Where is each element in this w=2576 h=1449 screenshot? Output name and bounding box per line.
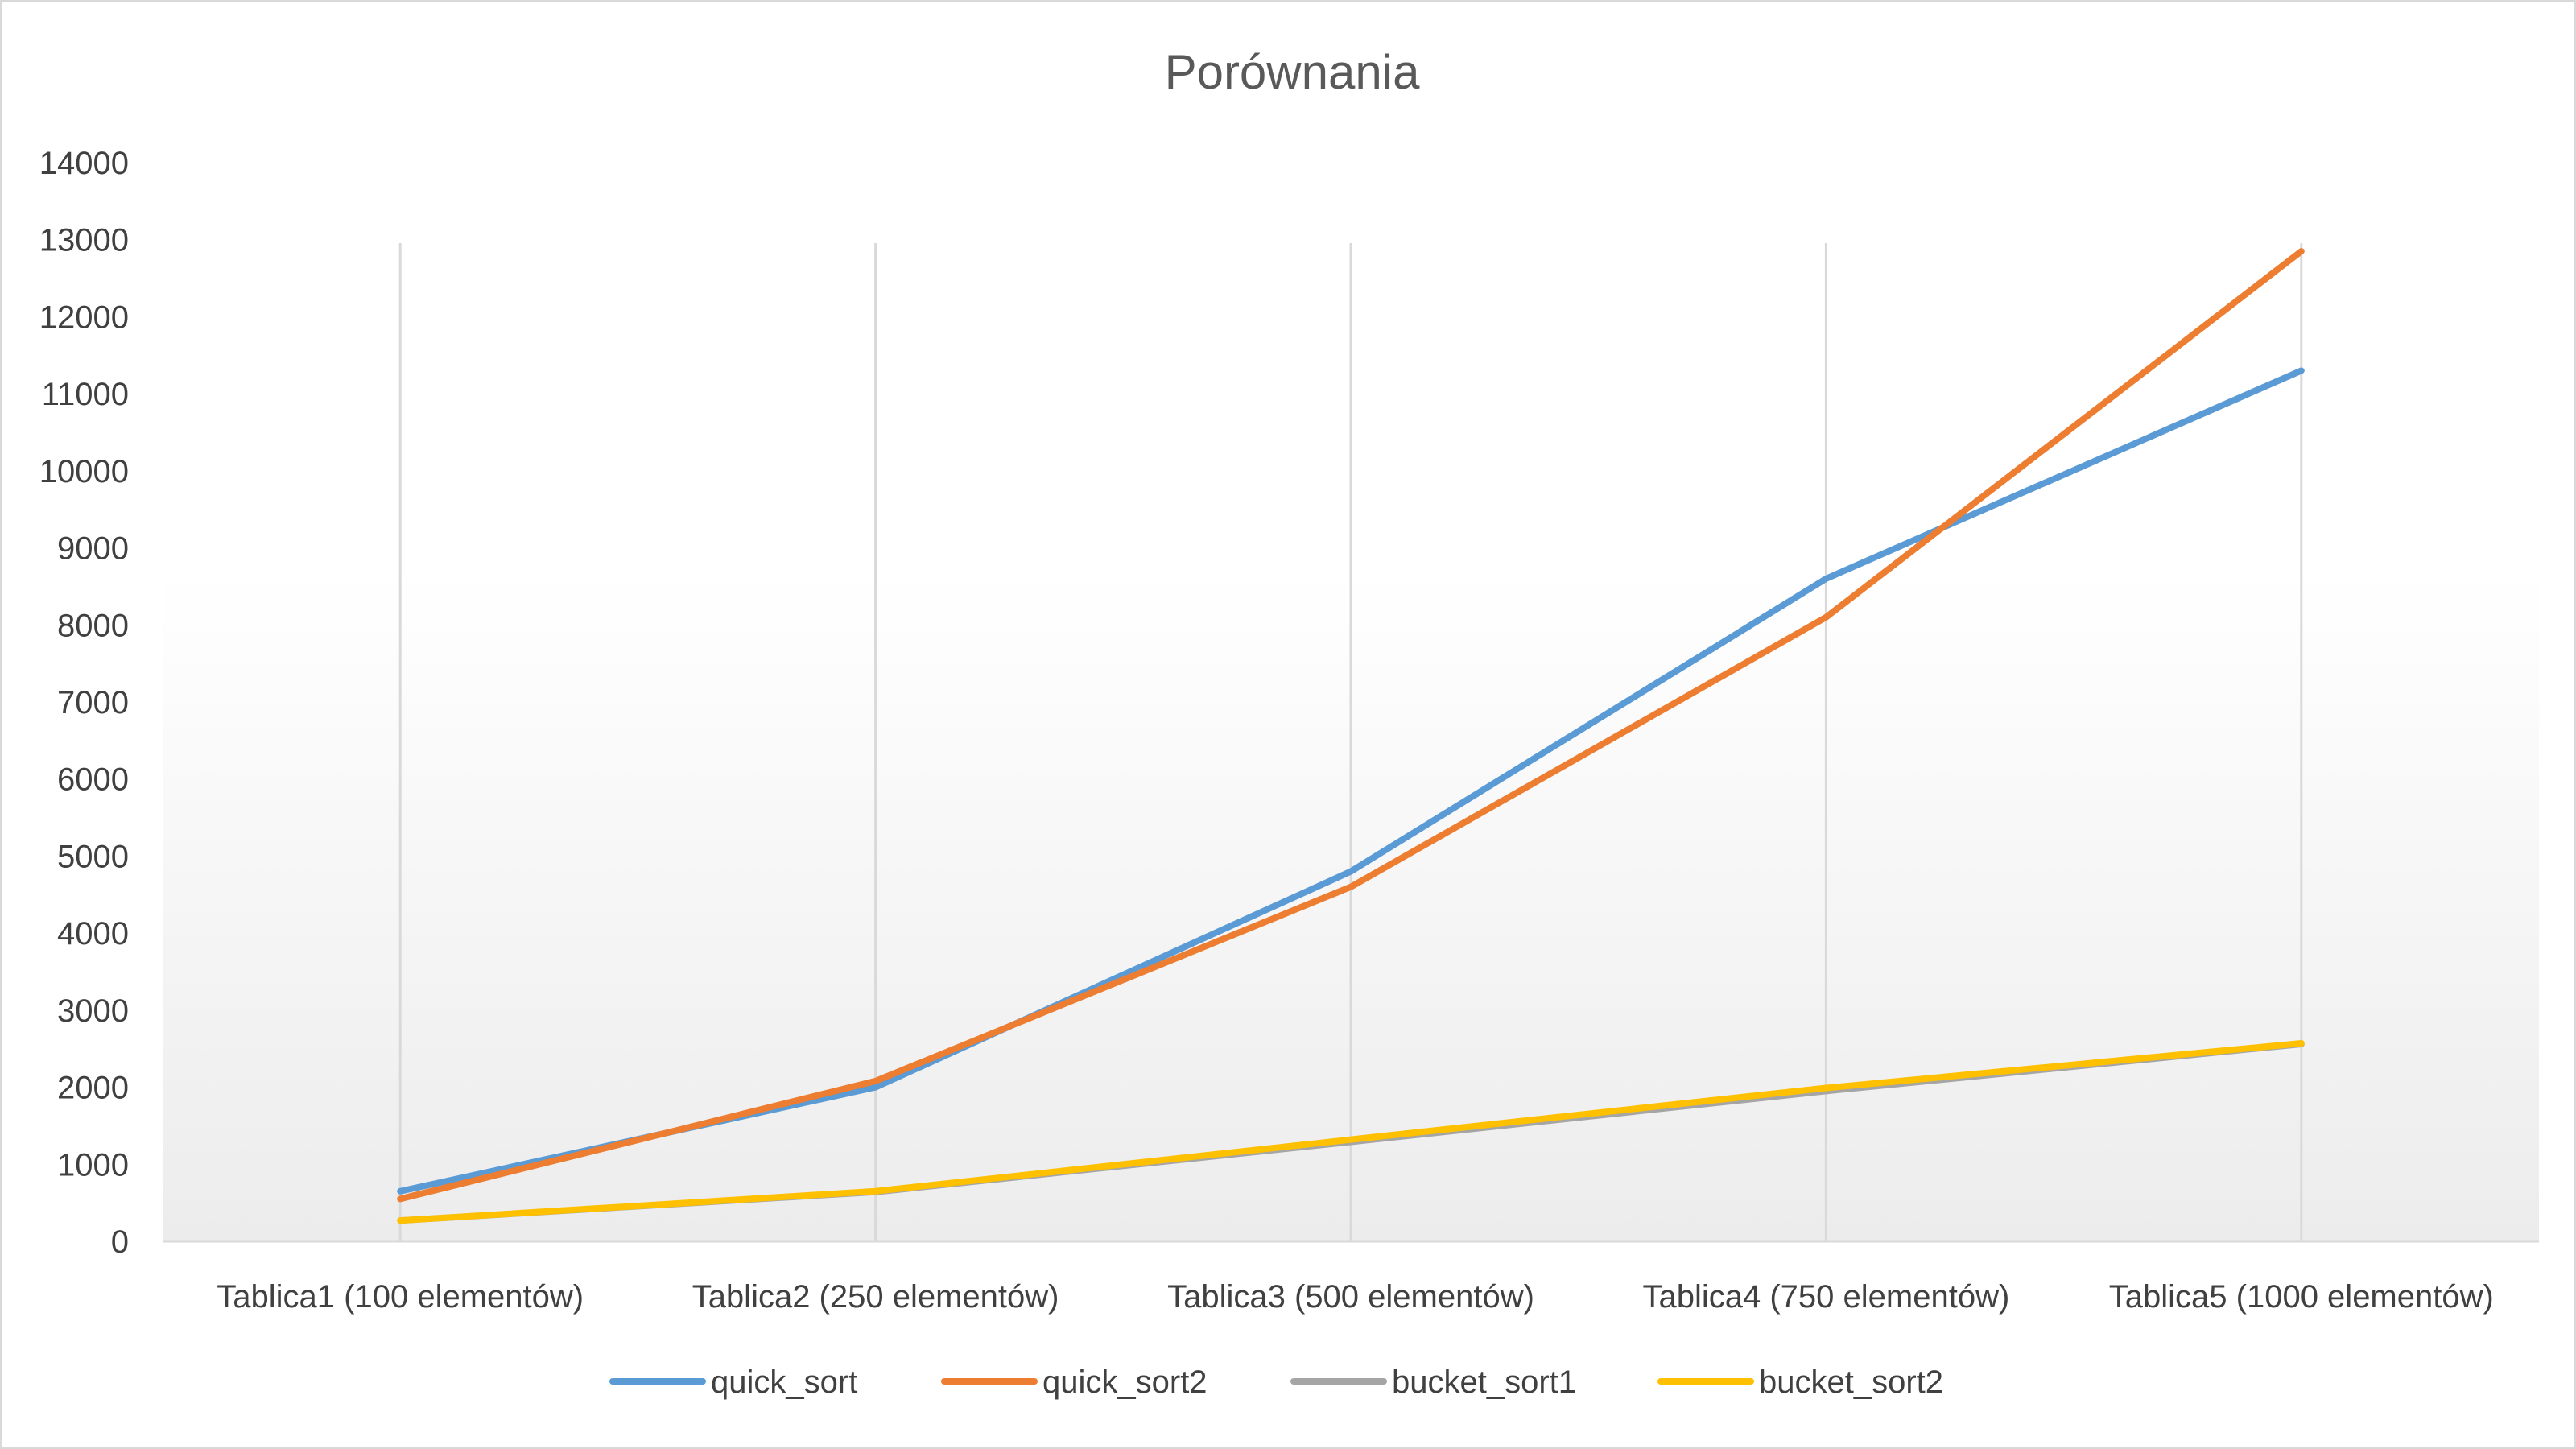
legend-label: bucket_sort2 [1759,1364,1943,1400]
y-tick-label: 13000 [39,223,129,258]
legend-item-quick_sort: quick_sort [609,1364,857,1400]
series-line-quick_sort2 [397,248,2305,1203]
y-tick-label: 9000 [57,531,129,567]
x-tick-label: Tablica2 (250 elementów) [692,1279,1059,1315]
grid-lines [398,243,2303,1241]
y-tick-label: 6000 [57,762,129,798]
series-line-bucket_sort2 [397,1040,2305,1224]
series-lines [397,248,2305,1224]
legend-label: quick_sort [711,1364,857,1400]
axes: 0 1000 2000 3000 4000 5000 6000 7000 8000 9000 100… [39,146,2539,1315]
x-tick-label: Tablica5 (1000 elementów) [2109,1279,2494,1315]
y-tick-label: 4000 [57,916,129,952]
y-tick-label: 12000 [39,299,129,335]
y-tick-label: 10000 [39,454,129,489]
legend-label: bucket_sort1 [1392,1364,1576,1400]
y-tick-label: 3000 [57,993,129,1029]
y-tick-label: 11000 [42,377,129,412]
y-tick-label: 2000 [57,1071,129,1106]
legend: quick_sort quick_sort2 bucket_sort1 bucket_… [609,1364,1943,1400]
legend-item-bucket_sort2: bucket_sort2 [1657,1364,1943,1400]
x-tick-label: Tablica4 (750 elementów) [1642,1279,2009,1315]
legend-item-quick_sort2: quick_sort2 [941,1364,1208,1400]
y-tick-label: 8000 [57,608,129,643]
chart-title: Porównania [1165,45,1421,99]
y-tick-label: 7000 [57,685,129,720]
x-tick-label: Tablica1 (100 elementów) [217,1279,584,1315]
y-tick-label: 5000 [57,839,129,874]
y-tick-label: 14000 [39,146,129,181]
legend-label: quick_sort2 [1042,1364,1208,1400]
legend-item-bucket_sort1: bucket_sort1 [1290,1364,1576,1400]
x-tick-label: Tablica3 (500 elementów) [1167,1279,1534,1315]
y-tick-label: 1000 [57,1147,129,1183]
y-tick-label: 0 [111,1224,129,1260]
